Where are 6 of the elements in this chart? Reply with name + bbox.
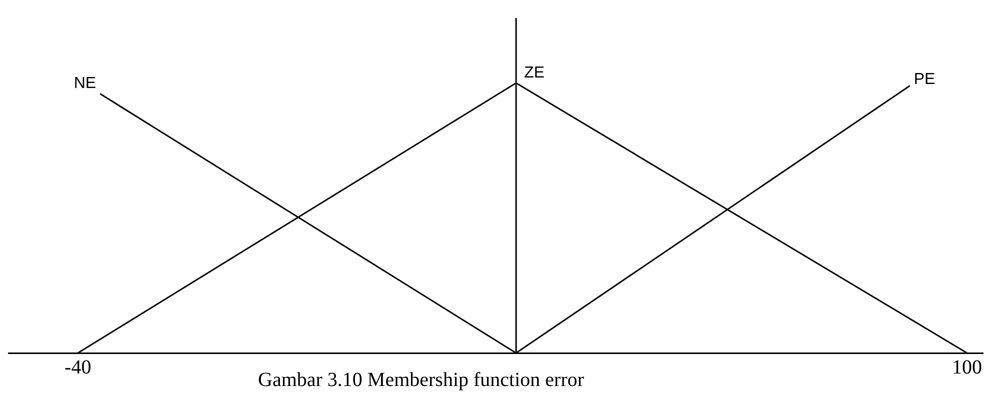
x-tick-label: 100 [952,356,982,378]
series-label: PE [914,71,936,88]
series-label: ZE [524,64,545,82]
text: Gambar 3.10 Membership function error [258,369,584,391]
series-label: NE [74,75,96,92]
x-tick-label: -40 [64,356,92,378]
